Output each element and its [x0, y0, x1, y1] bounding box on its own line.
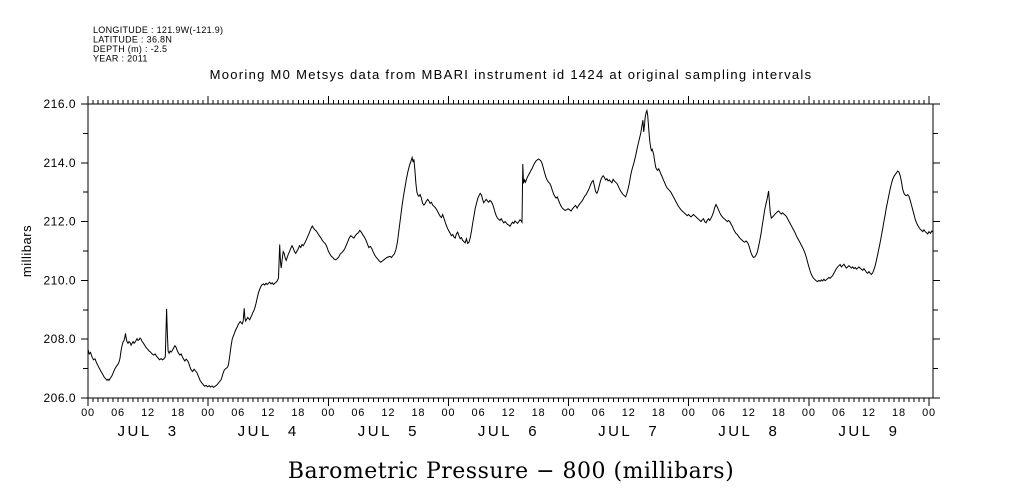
y-tick-label: 210.0: [43, 273, 76, 287]
metadata-depth: DEPTH (m) : -2.5: [93, 44, 167, 54]
x-hour-label: 12: [141, 407, 155, 419]
metadata-longitude: LONGITUDE : 121.9W(-121.9): [93, 25, 223, 35]
x-hour-label: 00: [562, 407, 576, 419]
x-hour-label: 06: [231, 407, 245, 419]
x-hour-label: 18: [892, 407, 906, 419]
day-label: JUL 6: [478, 423, 539, 440]
x-hour-label: 00: [321, 407, 335, 419]
x-hour-label: 12: [622, 407, 636, 419]
x-hour-label: 12: [381, 407, 395, 419]
series-group: [87, 108, 934, 389]
x-hour-label: 00: [682, 407, 696, 419]
metadata-year: YEAR : 2011: [93, 54, 148, 64]
x-hour-label: 06: [832, 407, 846, 419]
metadata-latitude: LATITUDE : 36.8N: [93, 35, 172, 45]
x-axis-caption: Barometric Pressure − 800 (millibars): [288, 459, 734, 484]
day-label: JUL 9: [838, 423, 899, 440]
x-hour-label: 06: [351, 407, 365, 419]
x-hour-label: 18: [291, 407, 305, 419]
x-hour-label: 00: [442, 407, 456, 419]
y-tick-label: 214.0: [43, 156, 76, 170]
y-tick-label: 212.0: [43, 215, 76, 229]
pressure-series-line: [87, 108, 934, 389]
x-hour-label: 12: [502, 407, 516, 419]
day-label: JUL 7: [598, 423, 659, 440]
x-hour-label: 06: [472, 407, 486, 419]
x-hour-label: 00: [922, 407, 936, 419]
day-label: JUL 4: [238, 423, 299, 440]
x-hour-label: 18: [411, 407, 425, 419]
day-label: JUL 8: [718, 423, 779, 440]
x-hour-label: 12: [862, 407, 876, 419]
day-label: JUL 5: [358, 423, 419, 440]
y-axis-title: millibars: [19, 225, 34, 277]
axes: 00 06 12 18 00 06 12 18 00 06 12 18 00 06 12 18 00 06 12 18…: [43, 96, 940, 440]
x-hour-label: 18: [171, 407, 185, 419]
metadata-block: LONGITUDE : 121.9W(-121.9) LATITUDE : 36…: [93, 25, 223, 64]
x-hour-label: 00: [201, 407, 215, 419]
x-hour-label: 06: [712, 407, 726, 419]
plot-frame: [87, 103, 934, 399]
day-label: JUL 3: [118, 423, 179, 440]
x-hour-label: 18: [772, 407, 786, 419]
x-hour-label: 12: [261, 407, 275, 419]
x-hour-label: 06: [111, 407, 125, 419]
y-tick-label: 216.0: [43, 97, 76, 111]
x-hour-label: 00: [802, 407, 816, 419]
y-tick-label: 206.0: [43, 391, 76, 405]
y-tick-label: 208.0: [43, 332, 76, 346]
x-hour-label: 18: [652, 407, 666, 419]
x-hour-label: 18: [532, 407, 546, 419]
x-hour-label: 00: [81, 407, 95, 419]
x-hour-label: 12: [742, 407, 756, 419]
x-hour-label: 06: [592, 407, 606, 419]
chart-title: Mooring M0 Metsys data from MBARI instru…: [210, 67, 813, 82]
